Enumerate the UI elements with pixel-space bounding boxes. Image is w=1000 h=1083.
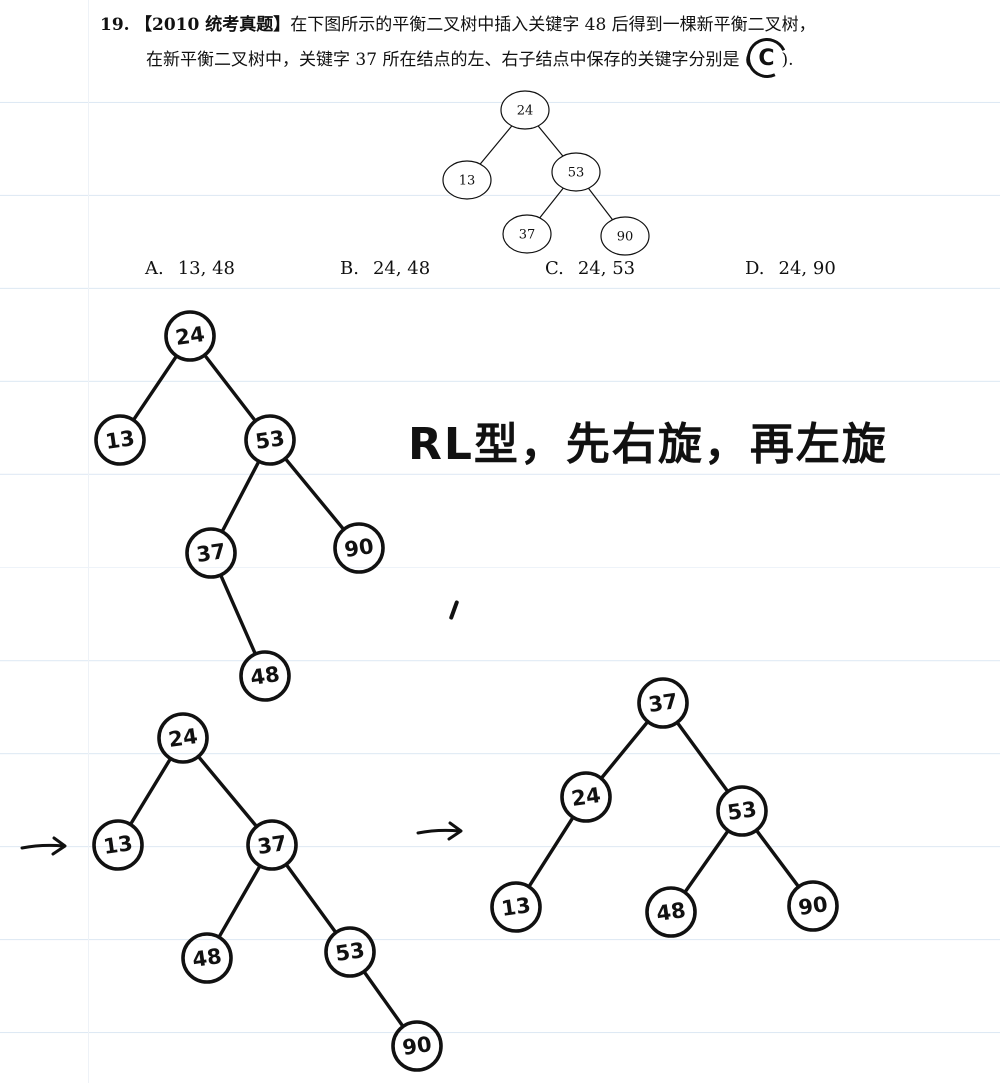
hand-edge-53-37: [221, 461, 260, 532]
option-d-value: 24, 90: [778, 258, 836, 279]
hand-node-24: 24: [164, 310, 216, 362]
hand-node-48: 48: [239, 650, 291, 702]
hand-edge-24-13: [528, 817, 574, 887]
hand-edge-24-13: [132, 355, 178, 421]
option-a[interactable]: A. 13, 48: [145, 258, 235, 279]
question-block: 19. 【2010 统考真题】在下图所示的平衡二叉树中插入关键字 48 后得到一…: [100, 8, 980, 77]
answer-options: A. 13, 48 B. 24, 48 C. 24, 53 D. 24, 90: [0, 258, 1000, 288]
hand-node-label: 48: [655, 898, 687, 926]
hand-edge-37-53: [285, 864, 337, 933]
hand-tree-after-left-rotation: 37 24 53 13 48 90: [490, 677, 839, 938]
question-line-2: 在新平衡二叉树中，关键字 37 所在结点的左、右子结点中保存的关键字分别是 (C…: [100, 42, 980, 77]
arrow-icon: →: [416, 821, 463, 841]
printed-node-label: 53: [568, 166, 585, 181]
option-c[interactable]: C. 24, 53: [545, 258, 635, 279]
printed-node-13: 13: [442, 160, 492, 200]
printed-node-label: 37: [519, 228, 536, 243]
hand-node-label: 90: [401, 1032, 433, 1060]
hand-node-label: 37: [647, 689, 679, 717]
hand-edge-37-53: [676, 722, 729, 792]
hand-node-53: 53: [324, 926, 376, 978]
hand-tree-after-insert: 24 13 53 37 90 48: [94, 310, 385, 702]
hand-node-label: 13: [102, 831, 134, 859]
question-text-2: 在新平衡二叉树中，关键字 37 所在结点的左、右子结点中保存的关键字分别是 (: [146, 50, 752, 70]
printed-edge-24-13: [479, 125, 513, 165]
question-number: 19.: [100, 15, 130, 35]
printed-node-label: 24: [517, 104, 534, 119]
option-c-letter: C.: [545, 258, 564, 279]
hand-edge-24-53: [204, 354, 256, 422]
hand-node-90: 90: [391, 1020, 443, 1072]
hand-node-label: 24: [167, 724, 199, 752]
notebook-margin: [88, 0, 89, 1083]
hand-edge-53-90: [755, 830, 800, 887]
printed-node-24: 24: [500, 90, 550, 130]
hand-node-label: 90: [797, 892, 829, 920]
hand-edge-24-37: [197, 756, 258, 827]
hand-node-label: 13: [500, 893, 532, 921]
printed-edge-53-37: [539, 187, 564, 219]
hand-node-label: 37: [195, 539, 227, 567]
hand-node-48: 48: [181, 932, 233, 984]
question-text-1: 在下图所示的平衡二叉树中插入关键字 48 后得到一棵新平衡二叉树，: [290, 15, 816, 35]
printed-node-label: 13: [459, 174, 476, 189]
hand-edge-24-13: [129, 758, 172, 825]
arrow-icon: →: [20, 836, 67, 856]
question-source-tag: 【2010 统考真题】: [134, 15, 291, 35]
hand-node-label: 90: [343, 534, 375, 562]
hand-node-37: 37: [246, 819, 298, 871]
hand-node-13: 13: [94, 414, 146, 466]
printed-edge-53-90: [587, 187, 614, 221]
hand-node-label: 53: [254, 426, 286, 454]
option-b[interactable]: B. 24, 48: [340, 258, 430, 279]
hand-node-37: 37: [185, 527, 237, 579]
option-b-letter: B.: [340, 258, 359, 279]
hand-edge-53-48: [684, 830, 729, 893]
hand-node-label: 24: [570, 783, 602, 811]
option-d-letter: D.: [745, 258, 765, 279]
hand-node-90: 90: [333, 522, 385, 574]
hand-edge-37-24: [600, 721, 649, 779]
hand-node-13: 13: [490, 881, 542, 933]
hand-node-90: 90: [787, 880, 839, 932]
hand-node-48: 48: [645, 886, 697, 938]
option-b-value: 24, 48: [372, 258, 431, 279]
printed-node-label: 90: [617, 230, 634, 245]
printed-node-90: 90: [600, 216, 650, 256]
hand-edge-53-90: [363, 971, 404, 1027]
hand-node-label: 13: [104, 426, 136, 454]
hand-node-53: 53: [244, 414, 296, 466]
printed-tree: 24 13 53 37 90: [442, 90, 650, 256]
hand-edge-37-48: [218, 865, 261, 938]
option-c-value: 24, 53: [577, 258, 636, 279]
hand-node-53: 53: [716, 785, 768, 837]
hand-node-label: 48: [191, 944, 223, 972]
hand-edge-37-48: [219, 575, 257, 654]
printed-node-37: 37: [502, 214, 552, 254]
hand-node-37: 37: [637, 677, 689, 729]
hand-node-label: 37: [256, 831, 288, 859]
hand-node-24: 24: [157, 712, 209, 764]
option-a-letter: A.: [145, 258, 164, 279]
hand-node-24: 24: [560, 771, 612, 823]
handwritten-note: RL型，先右旋，再左旋: [408, 419, 888, 470]
option-a-value: 13, 48: [177, 258, 235, 279]
handwritten-answer: C: [751, 42, 781, 76]
printed-node-53: 53: [551, 152, 601, 192]
question-line-1: 19. 【2010 统考真题】在下图所示的平衡二叉树中插入关键字 48 后得到一…: [100, 8, 980, 42]
hand-edge-53-90: [284, 458, 345, 530]
hand-node-label: 24: [174, 322, 206, 350]
hand-node-label: 53: [726, 797, 758, 825]
hand-node-13: 13: [92, 819, 144, 871]
hand-tree-after-right-rotation: 24 13 37 48 53 90: [92, 712, 443, 1072]
printed-edge-24-53: [537, 125, 564, 157]
hand-node-label: 48: [249, 662, 281, 690]
option-d[interactable]: D. 24, 90: [745, 258, 836, 279]
hand-node-label: 53: [334, 938, 366, 966]
